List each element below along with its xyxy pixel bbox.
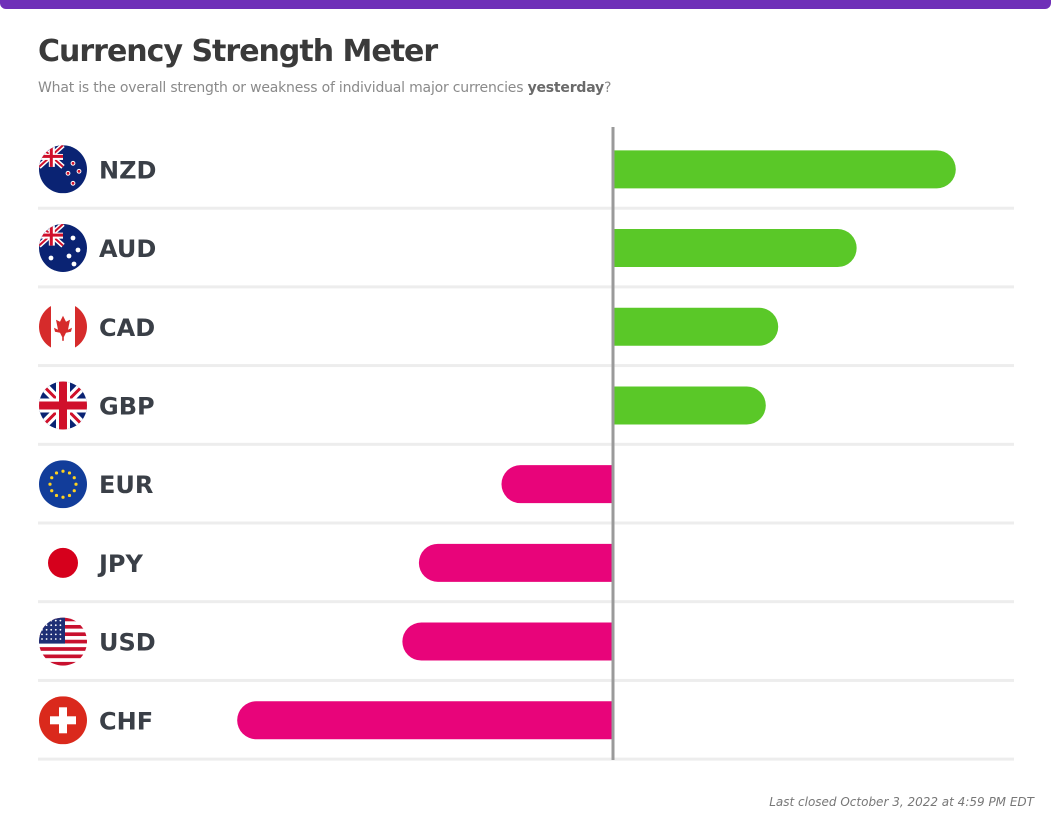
currency-label-usd: USD — [99, 629, 156, 657]
bar-chf — [237, 701, 613, 740]
row-separators — [38, 206, 1014, 761]
bars-group — [237, 150, 956, 740]
subtitle-text: What is the overall strength or weakness… — [38, 80, 528, 96]
bar-eur — [501, 465, 613, 504]
row-separator — [38, 600, 1014, 604]
row-separator — [38, 678, 1014, 682]
row-separator — [38, 285, 1014, 289]
jp-flag-icon — [39, 538, 87, 587]
nz-flag-icon — [39, 145, 87, 194]
bar-usd — [402, 622, 613, 661]
bar-jpy — [418, 543, 613, 582]
last-closed-timestamp: Last closed October 3, 2022 at 4:59 PM E… — [769, 795, 1034, 809]
currency-label-gbp: GBP — [99, 393, 155, 421]
row-separator — [38, 521, 1014, 525]
currency-label-nzd: NZD — [99, 156, 156, 184]
currency-label-jpy: JPY — [97, 550, 144, 578]
subtitle-emphasis: yesterday — [527, 80, 605, 96]
bar-aud — [613, 229, 857, 268]
bar-gbp — [613, 386, 766, 425]
eu-flag-icon — [39, 460, 87, 509]
au-flag-icon — [39, 224, 87, 272]
page-title: Currency Strength Meter — [38, 34, 438, 69]
currency-label-chf: CHF — [99, 707, 153, 735]
bar-cad — [613, 307, 779, 346]
gb-flag-icon — [39, 381, 87, 430]
row-separator — [38, 442, 1014, 446]
currency-label-aud: AUD — [99, 235, 156, 263]
currency-label-eur: EUR — [99, 471, 153, 499]
row-separator — [38, 757, 1014, 761]
row-separator — [38, 364, 1014, 368]
row-separator — [38, 206, 1014, 210]
bar-nzd — [613, 150, 956, 189]
ch-flag-icon — [39, 696, 87, 745]
rows-group: NZD AUD CAD GBP EUR JPY USD CHF — [39, 145, 156, 745]
accent-top-bar — [0, 0, 1051, 9]
subtitle-suffix: ? — [603, 80, 612, 96]
us-flag-icon — [39, 617, 87, 666]
currency-label-cad: CAD — [99, 314, 155, 342]
page-subtitle: What is the overall strength or weakness… — [38, 80, 611, 96]
ca-flag-icon — [39, 302, 87, 351]
